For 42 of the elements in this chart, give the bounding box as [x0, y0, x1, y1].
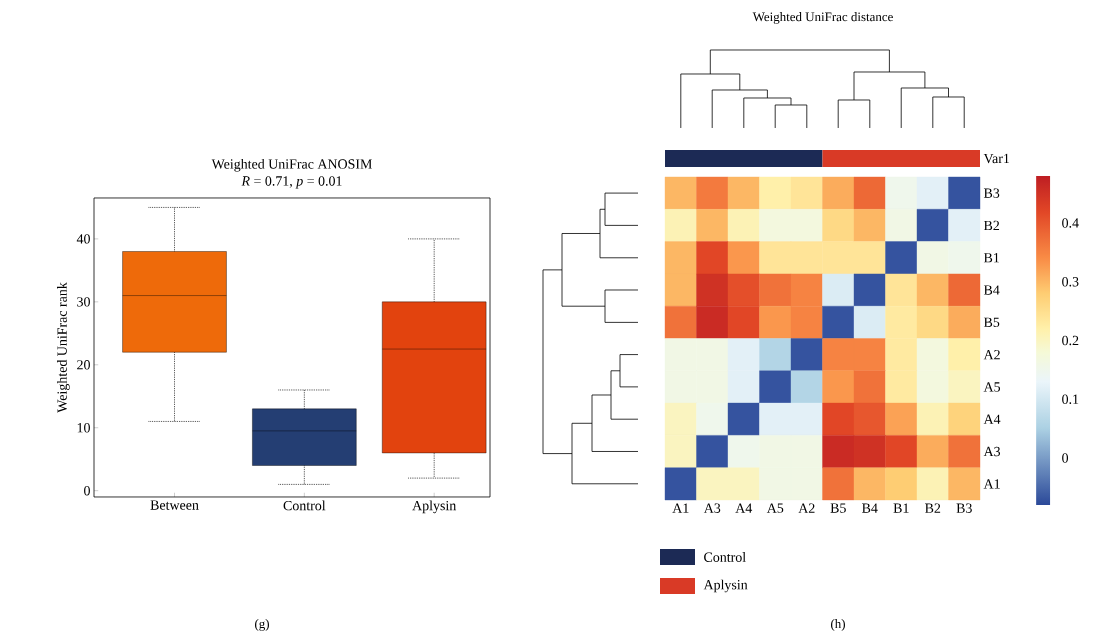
y-tick-label: 20 — [77, 360, 90, 370]
y-tick-label: 0 — [84, 485, 90, 496]
text: (h) — [831, 619, 845, 631]
chart-subtitle: R = 0.71, p = 0.01 — [241, 176, 342, 189]
y-tick-label: B3 — [983, 188, 1000, 198]
x-tick-label: A1 — [672, 503, 689, 513]
x-tick-label: B2 — [925, 503, 941, 513]
y-tick-label: B4 — [983, 285, 1000, 295]
x-tick-label: B5 — [830, 503, 846, 513]
y-tick-label: A5 — [983, 382, 1001, 392]
chart-title: Weighted UniFrac distance — [752, 12, 893, 24]
color-bar-label: 0.1 — [1062, 394, 1079, 405]
x-tick-label: Between — [150, 500, 199, 510]
x-tick-label: A5 — [766, 503, 784, 513]
y-tick-label: 10 — [77, 423, 90, 433]
text: Var1 — [983, 153, 1010, 164]
color-bar-label: 0.4 — [1062, 218, 1079, 228]
text: Aplysin — [703, 579, 748, 593]
y-tick-label: A1 — [983, 479, 1000, 489]
x-tick-label: Control — [283, 500, 326, 511]
y-tick-label: B5 — [983, 317, 1000, 327]
x-tick-label: B1 — [893, 503, 909, 513]
y-tick-label: A4 — [983, 414, 1001, 424]
y-tick-label: 30 — [77, 297, 90, 307]
color-bar-label: 0.3 — [1062, 277, 1079, 287]
x-tick-label: Aplysin — [412, 500, 457, 514]
color-bar-label: 0.2 — [1062, 335, 1079, 346]
y-tick-label: A3 — [983, 446, 1001, 457]
y-tick-label: B2 — [983, 220, 1000, 231]
y-tick-label: A2 — [983, 350, 1000, 360]
x-tick-label: A2 — [798, 503, 815, 513]
y-tick-label: B1 — [983, 253, 999, 263]
y-tick-label: 40 — [76, 234, 90, 244]
x-tick-label: A4 — [735, 503, 753, 513]
x-tick-label: B3 — [956, 503, 972, 513]
color-bar-label: 0 — [1062, 453, 1069, 463]
text: Control — [704, 552, 746, 562]
y-axis-title: Weighted UniFrac rank — [57, 282, 70, 413]
text: (g) — [255, 619, 269, 631]
x-tick-label: B4 — [862, 503, 878, 513]
chart-title: Weighted UniFrac ANOSIM — [211, 158, 372, 172]
x-tick-label: A3 — [703, 503, 721, 513]
